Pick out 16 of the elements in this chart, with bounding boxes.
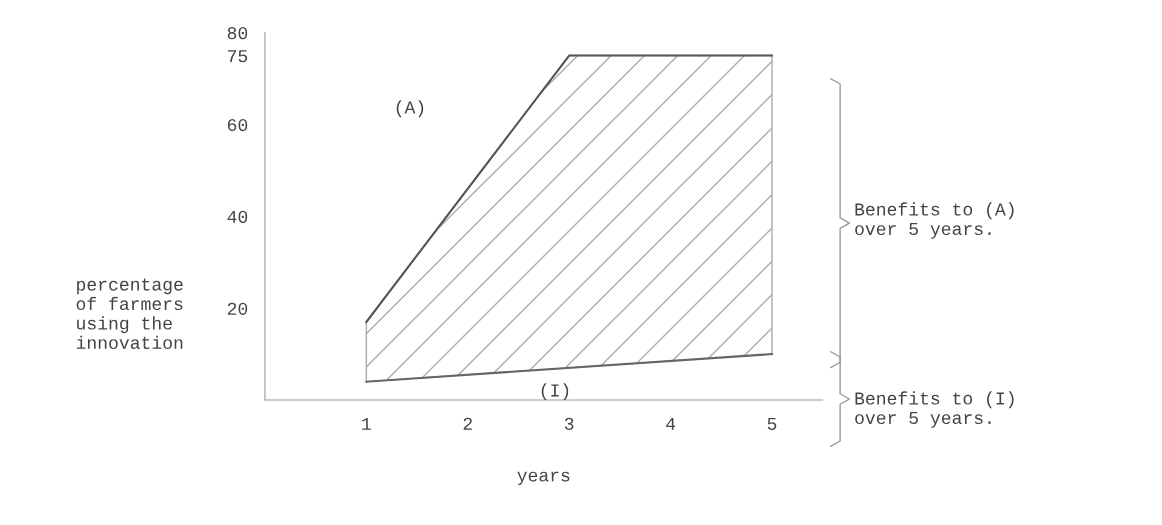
x-tick-label: 4 [666,417,676,430]
x-tick-label: 2 [463,417,472,430]
y-tick-label: 40 [227,210,248,224]
x-axis-title: years [517,471,570,486]
annotation: (I) [541,383,569,401]
text: Benefits to (A) over 5 years. [855,202,1014,239]
y-tick-label: 75 [227,50,248,63]
text: Benefits to (I) over 5 years. [855,391,1014,428]
x-tick-label: 3 [564,417,574,430]
y-axis-title: percentage of farmers using the innovation [76,278,183,350]
x-tick-label: 1 [362,417,371,430]
annotation: (A) [396,100,424,118]
y-tick-label: 20 [227,302,248,315]
y-tick-label: 60 [227,118,248,132]
x-tick-label: 5 [767,417,777,430]
y-tick-label: 80 [227,27,248,40]
